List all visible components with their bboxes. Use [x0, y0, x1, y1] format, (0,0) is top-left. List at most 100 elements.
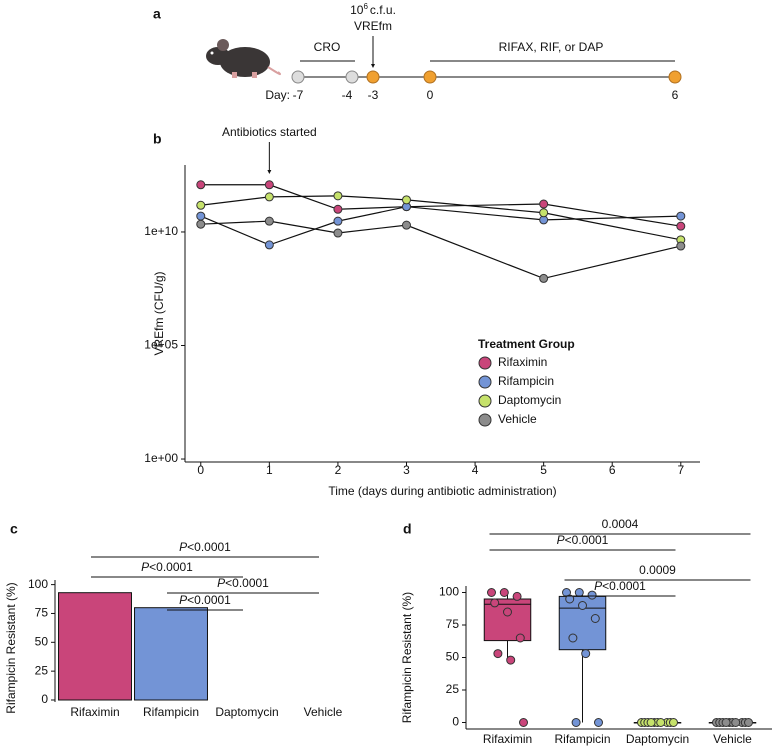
point [578, 601, 587, 610]
panel-label: a [153, 6, 161, 22]
point [571, 718, 581, 727]
point [721, 718, 731, 727]
point [503, 607, 512, 617]
series-line [200, 206, 681, 246]
significance-label: P<0.0001 [217, 576, 269, 590]
x-tick-label: Rifaximin [483, 732, 532, 746]
p-symbol: P [594, 579, 602, 593]
point [519, 718, 528, 727]
legend-title: Treatment Group [478, 337, 575, 351]
point [333, 191, 343, 201]
series-line [200, 184, 681, 227]
y-tick-label: 25 [35, 663, 49, 677]
p-symbol: P [179, 540, 187, 554]
dose: 10 [350, 3, 364, 17]
point [587, 590, 597, 600]
point [539, 273, 549, 283]
point [401, 195, 411, 205]
y-tick-label: 0 [41, 692, 48, 706]
x-tick-label: Vehicle [713, 732, 752, 746]
x-tick-label: 6 [609, 463, 616, 477]
day: -3 [368, 88, 379, 102]
panel-label: b [153, 131, 162, 147]
point [487, 588, 496, 597]
x-tick-label: 1 [266, 463, 273, 477]
point [744, 718, 753, 727]
dose-label: 106 c.f.u. [350, 2, 396, 17]
point [264, 216, 274, 226]
p-value: <0.0001 [187, 540, 231, 554]
timepoint [345, 70, 359, 84]
point [539, 208, 549, 218]
timepoint [366, 70, 380, 84]
p-symbol: P [179, 593, 187, 607]
y-tick-label: 50 [35, 634, 49, 648]
x-tick-label: Rifaximin [70, 705, 119, 719]
x-tick-label: 5 [540, 463, 547, 477]
y-tick-label: 100 [28, 577, 48, 591]
point [568, 633, 578, 643]
significance-label: P<0.0001 [557, 533, 609, 547]
significance-label: P<0.0001 [179, 593, 231, 607]
p-symbol: P [217, 576, 225, 590]
series-line [200, 195, 681, 241]
point [574, 588, 584, 597]
point [196, 219, 206, 229]
p-value: <0.0001 [565, 533, 609, 547]
point [594, 718, 603, 727]
dose-exponent: 6 [363, 2, 368, 11]
point [676, 211, 686, 221]
point [565, 594, 575, 604]
x-tick-label: 7 [677, 463, 684, 477]
bar [58, 592, 132, 701]
legend-swatch [478, 375, 492, 389]
treatment-label: RIFAX, RIF, or DAP [499, 40, 604, 54]
x-tick-label: Rifampicin [143, 705, 199, 719]
point [196, 180, 206, 190]
panel-label: c [10, 521, 18, 537]
point [590, 614, 600, 623]
x-tick-label: Daptomycin [215, 705, 278, 719]
legend-label: Rifaximin [498, 355, 547, 369]
day: 6 [672, 88, 679, 102]
significance-label: 0.0009 [639, 563, 676, 577]
p-symbol: P [557, 533, 565, 547]
point [646, 718, 656, 727]
y-tick-label: 1e+05 [144, 338, 178, 352]
point [676, 241, 686, 251]
legend-label: Daptomycin [498, 393, 561, 407]
timepoint [423, 70, 437, 84]
timepoint [291, 70, 305, 84]
x-tick-label: Daptomycin [626, 732, 689, 746]
x-tick-label: Rifampicin [554, 732, 610, 746]
point [539, 199, 549, 209]
point [401, 220, 411, 230]
point [731, 718, 741, 727]
point [264, 192, 274, 202]
y-tick-label: 0 [452, 715, 459, 729]
inoculum-label: VREfm [354, 19, 392, 33]
legend-swatch [478, 356, 492, 370]
significance-label: 0.0004 [602, 517, 639, 531]
point [581, 649, 591, 659]
point [196, 200, 206, 210]
y-tick-label: 1e+10 [144, 224, 178, 238]
p-value: <0.0001 [225, 576, 269, 590]
point [512, 591, 522, 601]
p-symbol: P [141, 560, 149, 574]
timepoint [668, 70, 682, 84]
y-tick-label: 100 [439, 585, 459, 599]
point [333, 228, 343, 238]
y-tick-label: 25 [446, 682, 460, 696]
legend-swatch [478, 413, 492, 427]
point [656, 718, 666, 727]
point [506, 655, 516, 665]
annotation: Antibiotics started [222, 125, 317, 139]
point [499, 588, 509, 597]
y-tick-label: 50 [446, 650, 460, 664]
point [493, 649, 503, 659]
point [676, 221, 686, 231]
y-tick-label: 75 [35, 606, 49, 620]
